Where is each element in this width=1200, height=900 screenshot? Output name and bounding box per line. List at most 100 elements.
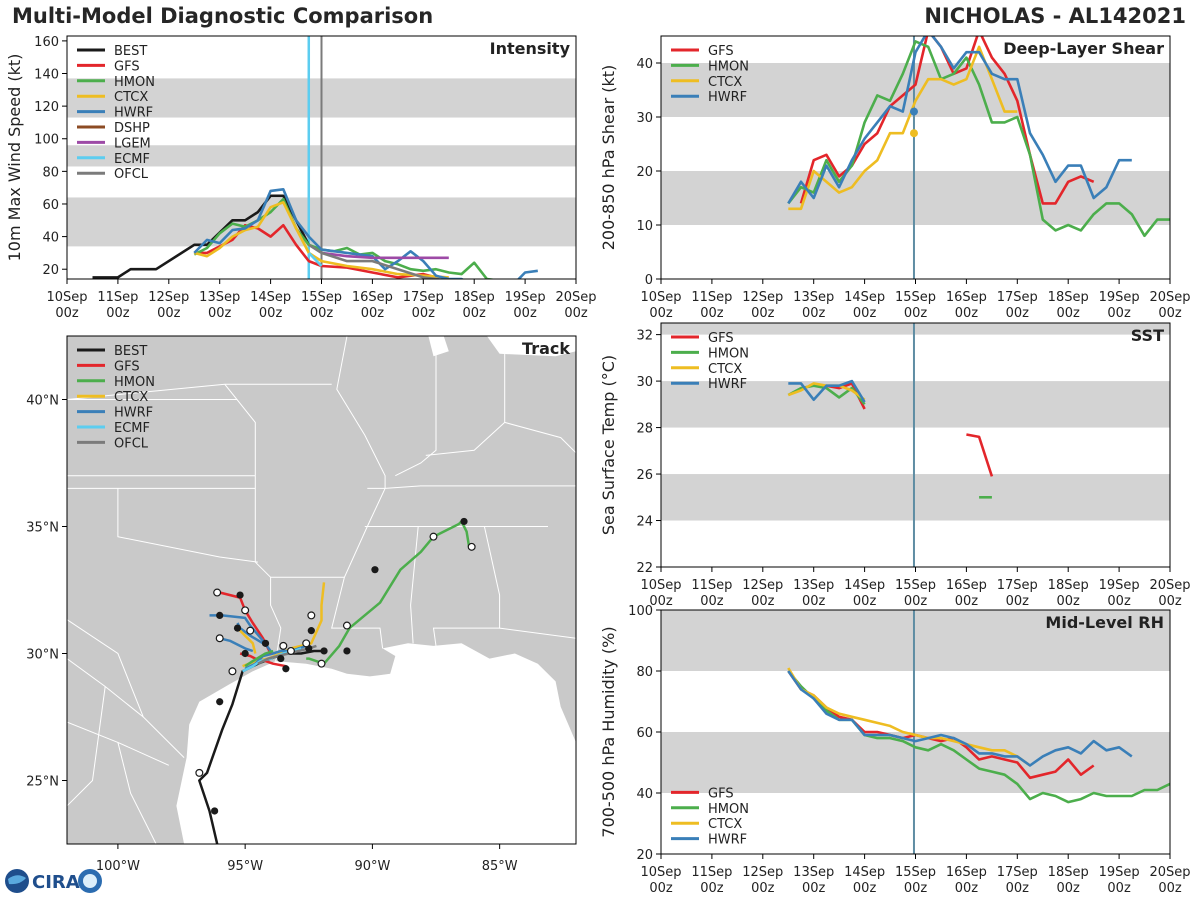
legend-label-gfs: GFS — [114, 359, 140, 374]
state-border-line — [499, 627, 576, 639]
y-tick-label: 60 — [636, 726, 653, 741]
panel-title: Track — [522, 339, 570, 358]
x-tick-label-hour: 00z — [157, 306, 181, 321]
y-tick-label: 32 — [636, 329, 653, 344]
y-tick-label: 25°N — [26, 775, 59, 790]
y-tick-label: 80 — [636, 665, 653, 680]
x-tick-label: 17Sep — [403, 290, 444, 305]
series-line-hwrf — [787, 670, 1133, 767]
legend-label-ctcx: CTCX — [114, 90, 148, 105]
x-tick-label: 12Sep — [742, 578, 783, 593]
legend-label-ecmf: ECMF — [114, 421, 150, 436]
x-tick-label-hour: 00z — [208, 306, 232, 321]
x-tick-label-hour: 00z — [751, 881, 775, 896]
x-tick-label: 20Sep — [1149, 290, 1190, 305]
series-line-best — [92, 194, 310, 279]
y-axis-label: 10m Max Wind Speed (kt) — [5, 54, 24, 262]
legend-label-gfs: GFS — [708, 331, 734, 346]
x-tick-label-hour: 00z — [463, 306, 487, 321]
y-tick-label: 140 — [34, 68, 59, 83]
state-border-line — [410, 526, 419, 644]
y-tick-label: 10 — [636, 219, 653, 234]
state-border-line — [504, 421, 576, 454]
y-tick-label: 40°N — [26, 394, 59, 409]
legend-label-gfs: GFS — [114, 59, 140, 74]
track-line-hmon — [244, 649, 274, 668]
partner-logo-inner-icon — [83, 874, 97, 888]
figure-title-right: NICHOLAS - AL142021 — [924, 4, 1186, 28]
x-tick-label-hour: 00z — [853, 306, 877, 321]
state-border-line — [117, 488, 258, 563]
cira-logo: CIRA — [5, 869, 102, 893]
x-tick-label: 16Sep — [946, 290, 987, 305]
y-tick-label: 100 — [628, 604, 653, 619]
x-tick-label: 16Sep — [946, 578, 987, 593]
panel-title: Mid-Level RH — [1045, 613, 1164, 632]
legend-label-hmon: HMON — [114, 375, 155, 390]
x-tick-label-hour: 00z — [564, 306, 588, 321]
x-tick-label: 11Sep — [691, 290, 732, 305]
x-tick-label-hour: 00z — [1158, 881, 1182, 896]
y-tick-label: 35°N — [26, 521, 59, 536]
legend-label-gfs: GFS — [708, 44, 734, 59]
series-line-ctcx — [788, 45, 1018, 211]
track-point-open — [342, 621, 351, 630]
y-tick-label: 20 — [636, 165, 653, 180]
x-tick-label-hour: 00z — [802, 306, 826, 321]
land-patch — [347, 336, 368, 349]
legend-label-hmon: HMON — [708, 59, 749, 74]
series-line-ctcx — [787, 667, 1031, 767]
x-tick-label: 16Sep — [946, 865, 987, 880]
series-group — [787, 667, 1170, 804]
chart-intensity: 2040608010012014016010Sep00z11Sep00z12Se… — [5, 35, 597, 321]
state-border-line — [254, 475, 282, 662]
y-tick-label: 20 — [42, 263, 59, 278]
x-tick-label: 10Sep — [640, 578, 681, 593]
x-tick-label: 16Sep — [352, 290, 393, 305]
x-tick-label-hour: 00z — [955, 881, 979, 896]
x-tick-label-hour: 00z — [1107, 306, 1131, 321]
series-line-hwrf — [193, 188, 538, 279]
state-border-line — [425, 336, 506, 456]
y-tick-label: 60 — [42, 198, 59, 213]
series-group — [787, 36, 1170, 238]
x-tick-label-hour: 00z — [649, 306, 673, 321]
track-point-open — [286, 646, 295, 655]
x-tick-label: 18Sep — [1048, 290, 1089, 305]
x-tick-label-hour: 00z — [649, 594, 673, 609]
x-tick-label: 13Sep — [793, 578, 834, 593]
shaded-band — [661, 474, 1170, 521]
x-tick-label-hour: 00z — [106, 306, 130, 321]
y-tick-label: 26 — [636, 468, 653, 483]
x-tick-label: 12Sep — [742, 290, 783, 305]
y-tick-label: 40 — [636, 57, 653, 72]
x-tick-label-hour: 00z — [1057, 594, 1081, 609]
y-tick-label: 0 — [645, 273, 653, 288]
legend-label-lgem: LGEM — [114, 136, 151, 151]
track-point-closed — [320, 647, 328, 655]
legend-label-ctcx: CTCX — [114, 390, 148, 405]
x-tick-label: 18Sep — [1048, 865, 1089, 880]
x-tick-label: 18Sep — [454, 290, 495, 305]
y-axis-label: Sea Surface Temp (°C) — [599, 355, 618, 535]
series-line-hmon — [787, 384, 866, 406]
legend-label-hwrf: HWRF — [708, 377, 747, 392]
legend-label-gfs: GFS — [708, 786, 734, 801]
x-tick-label-hour: 00z — [1057, 306, 1081, 321]
x-tick-label: 15Sep — [895, 578, 936, 593]
y-tick-label: 20 — [636, 848, 653, 863]
x-tick-label-hour: 00z — [904, 881, 928, 896]
x-tick-label: 14Sep — [250, 290, 291, 305]
x-tick-label: 15Sep — [895, 865, 936, 880]
series-line-ecmf — [307, 251, 323, 267]
shaded-band — [661, 323, 1170, 335]
track-point-closed — [343, 647, 351, 655]
x-tick-label-hour: 00z — [412, 306, 436, 321]
track-line-ctcx — [239, 629, 257, 654]
y-tick-label: 120 — [34, 100, 59, 115]
x-tick-label: 90°W — [354, 859, 390, 874]
x-tick-label: 19Sep — [505, 290, 546, 305]
track-point-closed — [233, 624, 242, 632]
y-axis-label: 200-850 hPa Shear (kt) — [599, 65, 618, 251]
